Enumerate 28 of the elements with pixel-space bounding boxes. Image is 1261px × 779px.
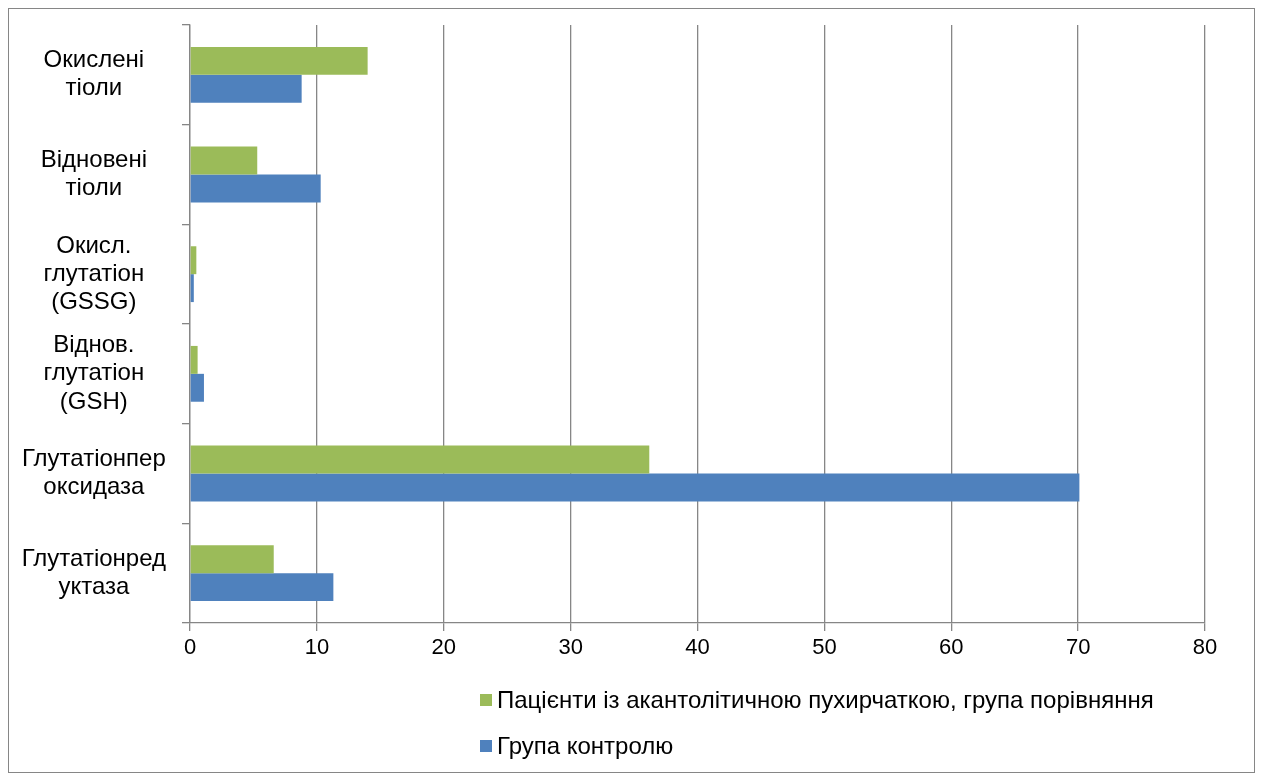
x-tick-label: 10 <box>304 634 330 660</box>
y-tick-label: Окислені тіоли <box>43 45 145 101</box>
y-tick-label: Глутатіонпер оксидаза <box>21 444 166 500</box>
bar <box>190 74 302 103</box>
legend-label: Пацієнти із акантолітичною пухирчаткою, група порівняння <box>497 686 1154 714</box>
bar <box>190 373 204 402</box>
bar <box>190 345 198 374</box>
y-tick-label: Віднов. глутатіон (GSH) <box>43 330 145 414</box>
legend-label: Група контролю <box>497 732 674 760</box>
x-tick-label: 80 <box>1192 634 1218 660</box>
y-tick-label: Глутатіонред уктаза <box>21 543 166 599</box>
y-tick-label: Відновені тіоли <box>40 145 148 201</box>
x-tick-label: 50 <box>812 634 837 660</box>
bar <box>190 473 1080 502</box>
x-tick-label: 60 <box>939 634 964 660</box>
bar <box>190 274 194 303</box>
x-tick-label: 20 <box>431 634 456 660</box>
y-tick-label: Окисл. глутатіон (GSSG) <box>43 230 145 314</box>
bar <box>190 545 274 574</box>
x-tick-label: 0 <box>183 634 197 660</box>
bar <box>190 46 368 75</box>
x-tick-label: 40 <box>685 634 710 660</box>
x-tick-label: 30 <box>558 634 583 660</box>
x-tick-label: 70 <box>1065 634 1091 660</box>
bar <box>190 445 650 474</box>
bar <box>190 573 334 602</box>
bar <box>190 146 258 175</box>
bar <box>190 174 321 203</box>
